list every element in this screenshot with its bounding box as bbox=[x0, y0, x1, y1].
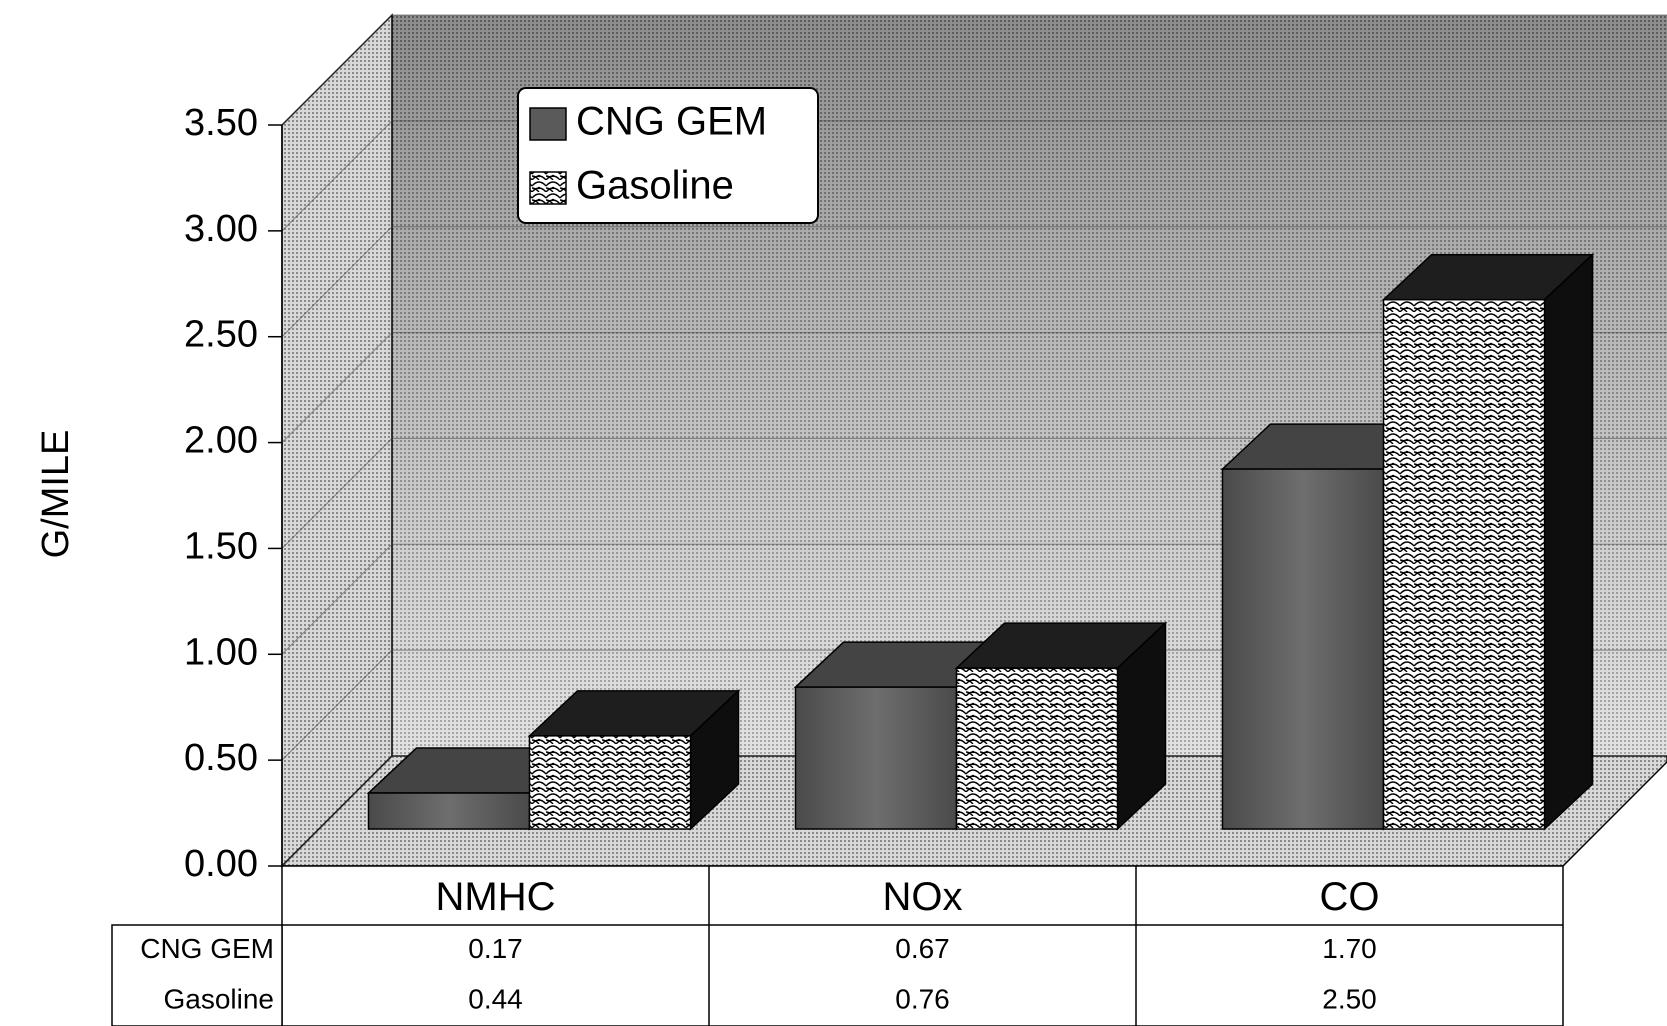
grid-line bbox=[281, 120, 1667, 232]
row-header-frame bbox=[111, 924, 283, 1026]
table-row-label: CNG GEM bbox=[140, 933, 274, 964]
y-tick-label: 3.00 bbox=[184, 208, 258, 250]
legend-box bbox=[517, 87, 819, 224]
y-tick-label: 1.50 bbox=[184, 525, 258, 567]
y-tick-label: 0.50 bbox=[184, 737, 258, 779]
y-tick-label: 3.50 bbox=[184, 102, 258, 144]
legend-swatch bbox=[529, 107, 567, 141]
table-value: 1.70 bbox=[1322, 933, 1377, 964]
legend: CNG GEM Gasoline bbox=[517, 87, 819, 224]
side-wall bbox=[281, 13, 393, 868]
bar bbox=[794, 686, 958, 830]
bar bbox=[955, 667, 1119, 830]
grid-line bbox=[281, 437, 1667, 549]
y-tick-label: 2.00 bbox=[184, 420, 258, 462]
y-tick-label: 1.00 bbox=[184, 631, 258, 673]
bars bbox=[366, 252, 1595, 831]
y-tick-label: 2.50 bbox=[184, 314, 258, 356]
bar bbox=[1221, 468, 1385, 830]
bar bbox=[528, 735, 692, 830]
bar bbox=[1382, 298, 1546, 830]
legend-swatch bbox=[529, 171, 567, 205]
grid-line bbox=[281, 332, 1667, 443]
table-value: 0.44 bbox=[468, 983, 523, 1014]
bar-side bbox=[1543, 252, 1594, 831]
x-tick-label: NOx bbox=[883, 875, 963, 919]
grid-line bbox=[281, 14, 1667, 126]
x-tick-label: NMHC bbox=[436, 875, 556, 919]
grid-line bbox=[281, 226, 1667, 338]
legend-label: CNG GEM bbox=[576, 100, 767, 144]
y-tick-label: 0.00 bbox=[184, 843, 258, 885]
table-row-label: Gasoline bbox=[163, 983, 274, 1014]
x-tick-label: CO bbox=[1320, 875, 1380, 919]
bar bbox=[367, 792, 531, 830]
table-value: 2.50 bbox=[1322, 983, 1377, 1014]
table-frame bbox=[281, 865, 1564, 1026]
y-axis-label: G/MILE bbox=[35, 430, 77, 559]
data-table: NMHC 0.17 0.44 NOx 0.67 0.76 CO 1.70 2.50 CNG GEM… bbox=[111, 865, 1564, 1026]
table-value: 0.76 bbox=[895, 983, 950, 1014]
legend-label: Gasoline bbox=[576, 164, 734, 208]
table-value: 0.67 bbox=[895, 933, 950, 964]
table-value: 0.17 bbox=[468, 933, 523, 964]
